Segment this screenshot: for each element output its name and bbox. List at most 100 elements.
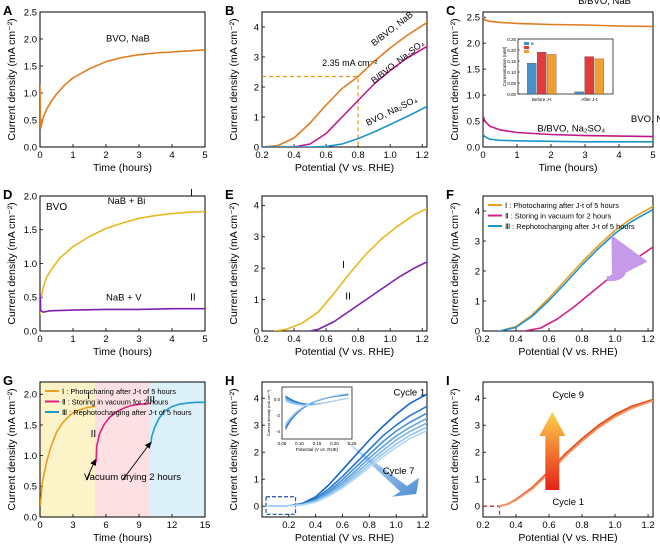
y-tick-label: 2.0 (467, 38, 480, 49)
inset-bar (574, 91, 584, 95)
x-axis-label: Time (hours) (538, 162, 597, 174)
panel-letter: I (446, 373, 450, 388)
x-tick-label: 1.0 (384, 334, 397, 345)
x-tick-label: 5 (650, 150, 655, 161)
panel-f: 0.2 0.4 0.6 0.8 1.0 1.2 0 1 2 3 4 Potential (V vs. … (446, 187, 655, 358)
increase-arrow (539, 411, 566, 490)
series-line (262, 21, 427, 147)
x-tick-label: 9 (136, 520, 141, 531)
y-tick-label: 2 (254, 448, 259, 459)
plot-frame (261, 381, 428, 518)
panel-letter: B (225, 3, 234, 18)
x-tick-label: 3 (70, 520, 75, 531)
x-tick-label: 0 (37, 334, 42, 345)
panel-b: 0.2 0.4 0.6 0.8 1.0 1.2 0 1 2 3 4 Potential (V vs. … (225, 3, 429, 174)
inset-x-tick-label: 0.15 (313, 441, 322, 446)
x-tick-label: 0.2 (476, 334, 489, 345)
legend-label: Ⅱ : Storing in vacuum for 2 hours (62, 398, 169, 407)
inset-y-tick-label: 0.25 (507, 37, 516, 42)
annotation: I (342, 260, 345, 271)
y-tick-label: 2 (475, 448, 480, 459)
plot-frame (482, 195, 654, 332)
series-line (498, 399, 653, 507)
inset-y-tick-label: 0.10 (507, 70, 516, 75)
y-tick-label: 1 (254, 475, 259, 486)
y-axis-label: Current density (mA cm⁻²) (449, 388, 461, 510)
inset-zoom: 0.05 0.10 0.15 0.20 0.25 0.0 -2 -4 Potential (V … (266, 386, 357, 452)
x-tick-label: 15 (200, 520, 211, 531)
annotation: I (190, 188, 193, 199)
inset-bar (547, 54, 557, 95)
x-axis-label: Time (hours) (93, 346, 152, 358)
x-tick-label: 0.8 (363, 520, 376, 531)
y-tick-label: 3 (475, 421, 480, 432)
y-tick-label: 0 (475, 326, 480, 337)
y-tick-label: 1.5 (24, 61, 37, 72)
inset-legend-swatch (524, 46, 529, 49)
series-line (523, 246, 653, 331)
plot-frame (261, 11, 428, 148)
x-tick-label: 1 (514, 150, 519, 161)
x-tick-label: 4 (169, 334, 174, 345)
series-label: BVO, Na₂SO₄ (364, 94, 419, 128)
y-tick-label: 2 (254, 264, 259, 275)
x-tick-label: 0.8 (575, 334, 588, 345)
y-tick-label: 0.0 (24, 326, 37, 337)
y-axis-label: Current density (mA cm⁻²) (228, 388, 240, 510)
inset-x-tick-label: 0.20 (330, 441, 339, 446)
series-group (40, 401, 205, 506)
legend-label: Ⅲ : Rephotocharging after J-t of 5 hours (62, 408, 192, 417)
inset-y-tick-label: -4 (276, 429, 280, 434)
plot-frame (482, 11, 654, 148)
y-tick-label: 1.0 (24, 451, 37, 462)
y-tick-label: 0 (254, 326, 259, 337)
series-line (309, 261, 427, 331)
x-tick-label: 0.4 (309, 520, 322, 531)
series-line (483, 133, 653, 143)
y-axis-label: Current density (mA cm⁻²) (6, 18, 18, 140)
inset-y-tick-label: -2 (276, 413, 280, 418)
inset-bar (537, 52, 547, 95)
x-axis-label: Time (hours) (93, 532, 152, 544)
y-tick-label: 0 (475, 502, 480, 513)
y-tick-label: 3 (254, 421, 259, 432)
y-tick-label: 1 (254, 295, 259, 306)
legend-label: Ⅰ : Photocharing after J-t of 5 hours (505, 201, 619, 210)
y-tick-label: 1.5 (24, 225, 37, 236)
x-tick-label: 1.2 (416, 150, 429, 161)
y-axis-label: Current density (mA cm⁻²) (228, 18, 240, 140)
panel-d: 0 1 2 3 4 5 0.0 0.5 1.0 1.5 2.0 Time (hours) Current… (3, 187, 208, 358)
y-tick-label: 0 (254, 502, 259, 513)
x-tick-label: 5 (202, 334, 207, 345)
plot-frame (261, 195, 428, 332)
series-line (483, 16, 653, 28)
series-line (274, 207, 427, 331)
plot-frame (39, 11, 206, 148)
y-tick-label: 2.0 (24, 390, 37, 401)
y-tick-label: 2 (475, 266, 480, 277)
annotation: I (87, 391, 90, 402)
x-tick-label: 1.0 (608, 520, 621, 531)
pointer-arrow (85, 458, 97, 481)
annotation: III (147, 395, 155, 406)
y-tick-label: 0 (254, 142, 259, 153)
panel-letter: C (446, 3, 456, 18)
series-group (40, 210, 205, 315)
y-tick-label: 2 (254, 82, 259, 93)
x-axis-label: Potential (V vs. RHE) (295, 532, 394, 544)
x-tick-label: 0.6 (542, 334, 555, 345)
inset-bar (584, 56, 594, 95)
y-tick-label: 0.5 (24, 482, 37, 493)
y-tick-label: 3 (254, 52, 259, 63)
x-tick-label: 0.4 (509, 334, 522, 345)
x-tick-label: 1 (70, 334, 75, 345)
panel-letter: H (225, 373, 234, 388)
inset-bar (594, 58, 604, 95)
series-line (483, 115, 653, 138)
series-line (40, 293, 205, 313)
x-tick-label: 0.4 (287, 334, 300, 345)
inset-y-axis-label: Current density (mA cm⁻²) (266, 389, 271, 436)
panel-g: 0 3 6 9 12 15 0.0 0.5 1.0 1.5 2.0 Time (hours) Curre… (3, 373, 210, 544)
legend-label: Ⅲ : Rephotocharging after J-t of 5 hours (505, 222, 635, 231)
